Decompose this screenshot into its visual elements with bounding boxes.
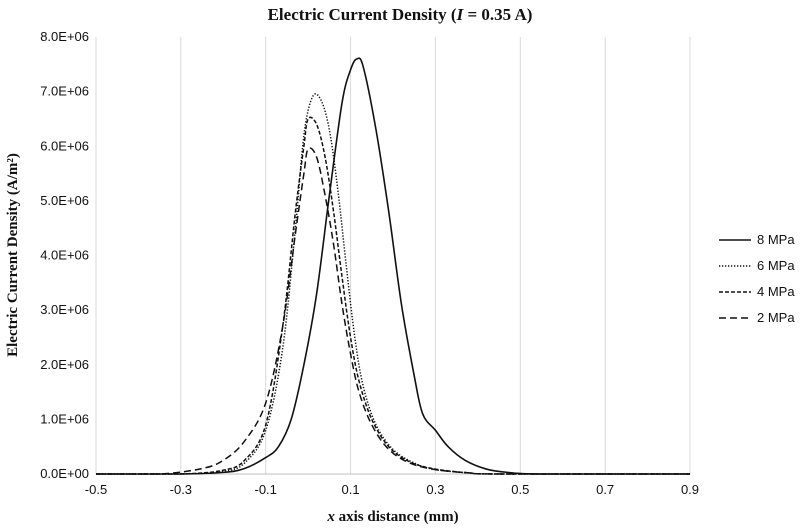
chart-title-variable: I: [456, 5, 465, 24]
x-tick-label: -0.5: [85, 482, 107, 497]
legend-label: 4 MPa: [757, 284, 795, 299]
x-tick-label: 0.9: [681, 482, 699, 497]
series-line-6-mpa: [96, 93, 690, 475]
series-line-2-mpa: [96, 147, 690, 475]
y-tick-label: 1.0E+06: [40, 411, 89, 426]
y-tick-label: 2.0E+06: [40, 357, 89, 372]
x-tick-label: 0.5: [511, 482, 529, 497]
x-axis-title: x axis distance (mm): [326, 509, 458, 525]
x-tick-label: -0.3: [170, 482, 192, 497]
y-tick-label: 8.0E+06: [40, 29, 89, 44]
y-tick-labels: 0.0E+00 1.0E+06 2.0E+06 3.0E+06 4.0E+06 5.0E+…: [40, 29, 89, 481]
y-axis-title: Electric Current Density (A/m²): [5, 153, 21, 357]
x-tick-labels: -0.5 -0.3 -0.1 0.1 0.3 0.5 0.7 0.9: [85, 482, 699, 497]
legend-label: 6 MPa: [757, 258, 795, 273]
x-tick-label: 0.3: [426, 482, 444, 497]
legend-label: 8 MPa: [757, 232, 795, 247]
gridlines: [95, 37, 691, 474]
chart-title: Electric Current Density (I = 0.35 A): [268, 5, 533, 24]
x-tick-label: 0.7: [596, 482, 614, 497]
y-tick-label: 3.0E+06: [40, 302, 89, 317]
legend-label: 2 MPa: [757, 310, 795, 325]
y-tick-label: 6.0E+06: [40, 138, 89, 153]
legend: 8 MPa 6 MPa 4 MPa 2 MPa: [719, 232, 795, 325]
series-line-4-mpa: [96, 116, 690, 475]
y-tick-label: 0.0E+00: [40, 466, 89, 481]
y-tick-label: 7.0E+06: [40, 84, 89, 99]
x-tick-label: -0.1: [255, 482, 277, 497]
data-series: [96, 57, 690, 475]
series-line-8-mpa: [96, 57, 690, 475]
y-tick-label: 4.0E+06: [40, 248, 89, 263]
y-tick-label: 5.0E+06: [40, 193, 89, 208]
x-tick-label: 0.1: [342, 482, 360, 497]
